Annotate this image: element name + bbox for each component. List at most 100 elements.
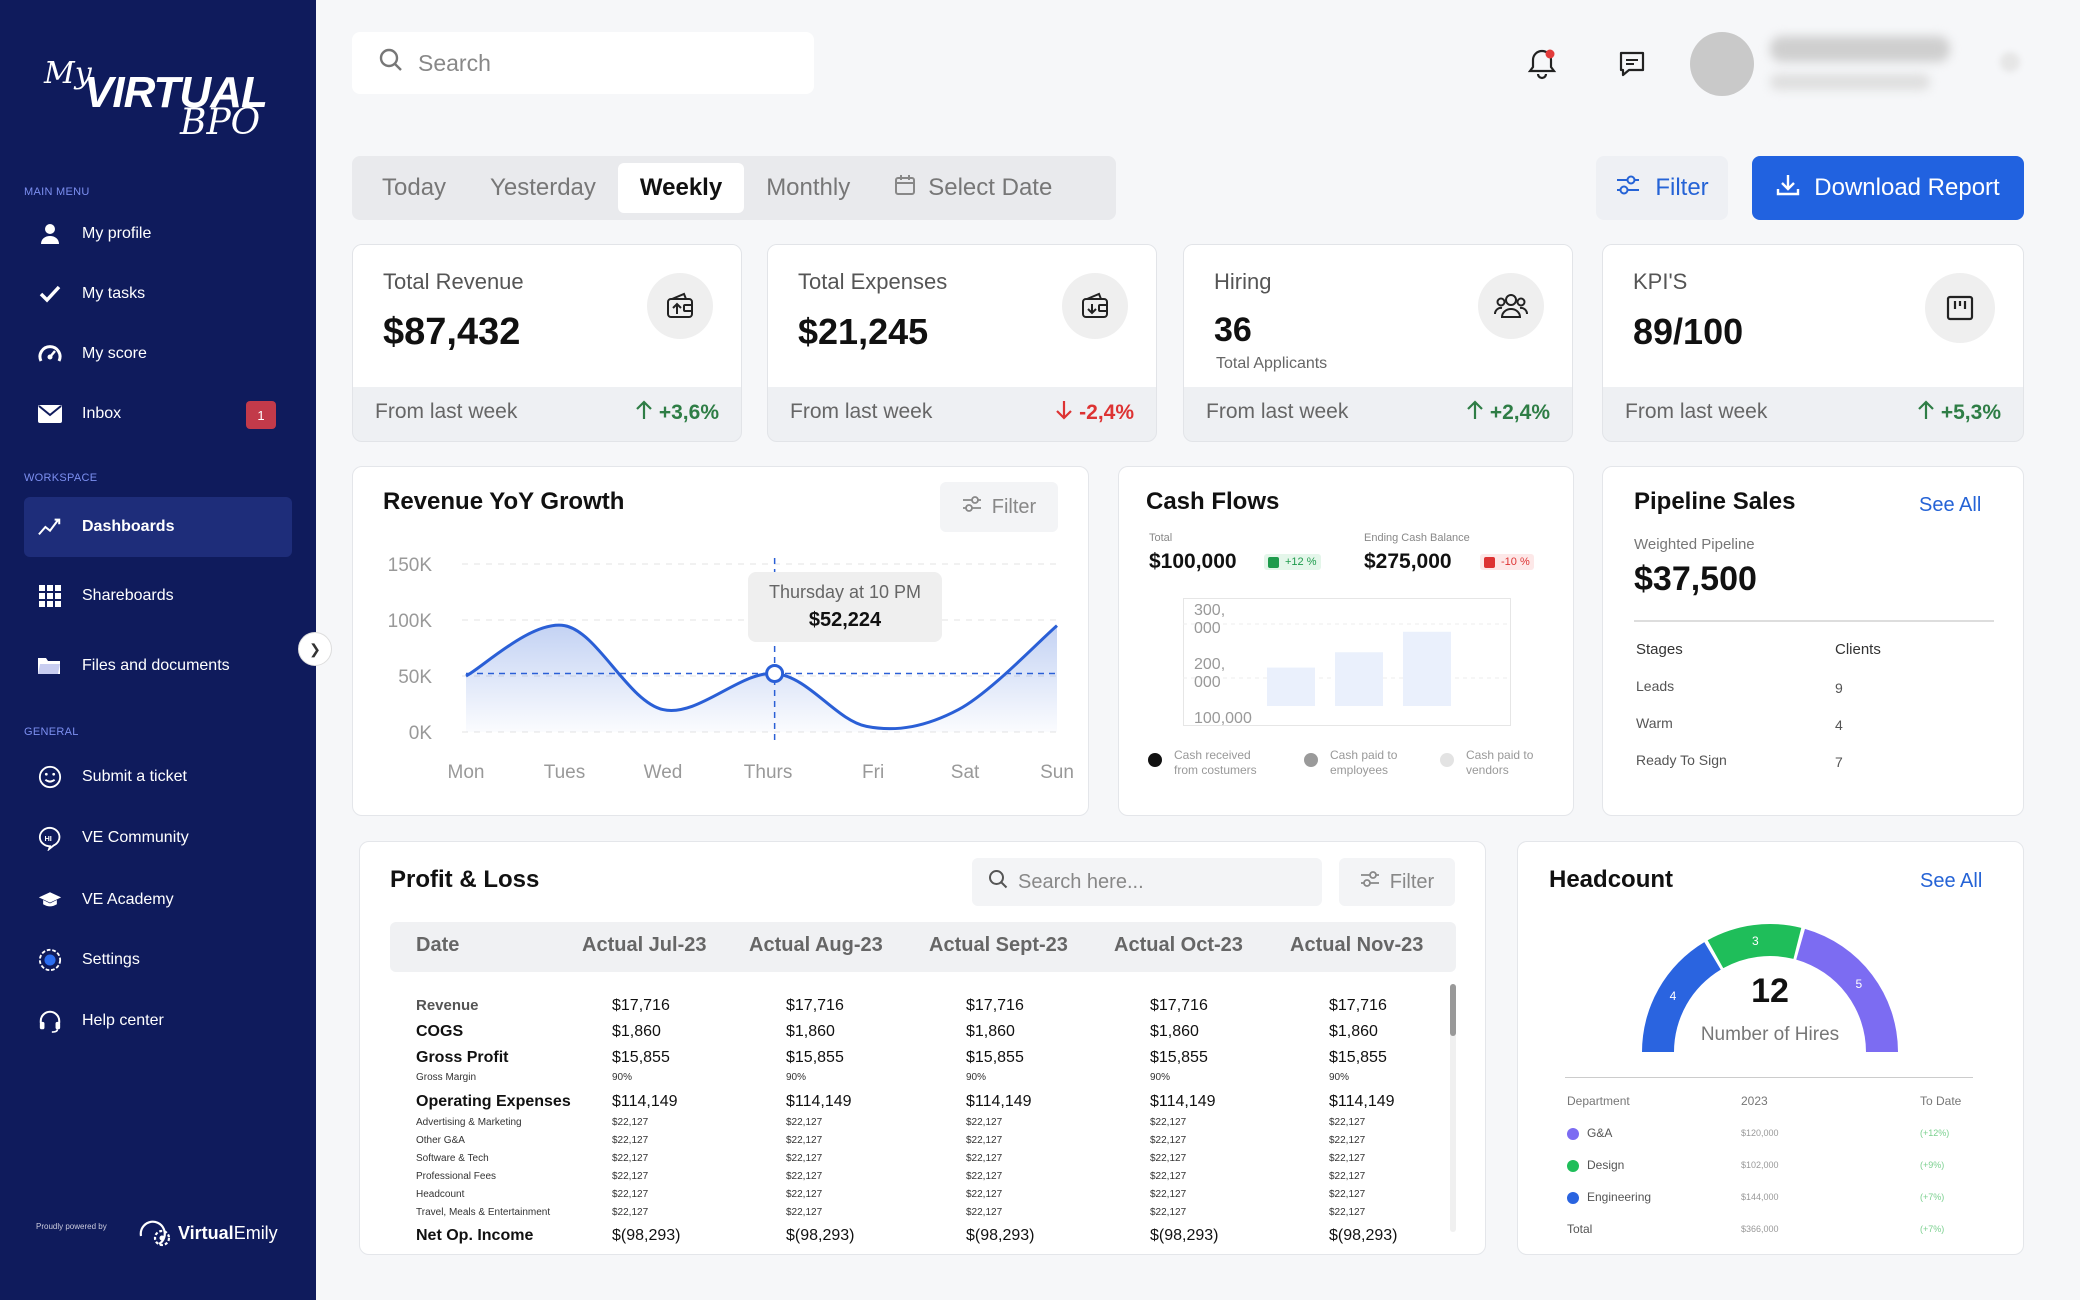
pl-scrollbar-track[interactable] (1450, 984, 1456, 1232)
sidebar-item-my-profile[interactable]: My profile (24, 206, 292, 262)
sidebar-item-ve-community[interactable]: HI VE Community (24, 810, 292, 866)
kpi-change-value: +2,4% (1489, 401, 1550, 424)
cell-value: $15,855 (786, 1049, 844, 1066)
department-2023: $102,000 (1741, 1160, 1779, 1170)
gauge-segment-label: 3 (1752, 934, 1759, 948)
sliders-icon (962, 495, 982, 519)
cashflow-bar[interactable] (1267, 667, 1315, 706)
cell-value: $(98,293) (612, 1227, 681, 1244)
pl-scrollbar-thumb[interactable] (1450, 984, 1456, 1036)
cell-value: 90% (786, 1072, 807, 1083)
headcount-gauge: 4 3 5 (1642, 924, 1898, 1052)
hc-col-2023: 2023 (1741, 1094, 1768, 1108)
kpi-card-total-expenses[interactable]: Total Expenses $21,245 From last week -2… (767, 244, 1157, 442)
kpi-card-hiring[interactable]: Hiring 36 Total Applicants From last wee… (1183, 244, 1573, 442)
cf-legend-item: Cash paid to employees (1304, 748, 1404, 778)
trend-icon (38, 515, 62, 539)
cashflow-bar[interactable] (1403, 631, 1451, 706)
select-date-label: Select Date (928, 174, 1053, 201)
chevron-right-icon: ❯ (309, 640, 321, 657)
table-row: Design $102,000 (+9%) (1567, 1158, 1987, 1178)
pipeline-see-all-link[interactable]: See All (1919, 494, 1982, 516)
legend-dot (1440, 753, 1454, 767)
sidebar-item-inbox[interactable]: Inbox 1 (24, 386, 292, 442)
row-label: Software & Tech (416, 1153, 489, 1164)
download-report-button[interactable]: Download Report (1752, 156, 2024, 220)
cell-value: $22,127 (612, 1153, 649, 1164)
tab-select-date[interactable]: Select Date (872, 163, 1074, 213)
row-label: COGS (416, 1023, 464, 1040)
kpi-change: -2,4% (1055, 400, 1134, 426)
th-sept: Actual Sept-23 (929, 934, 1068, 956)
kpi-change-value: -2,4% (1079, 401, 1134, 424)
chart-tooltip: Thursday at 10 PM $52,224 (748, 572, 942, 642)
sidebar-item-label: VE Academy (82, 891, 174, 908)
more-menu-icon[interactable] (2000, 52, 2020, 72)
sidebar-item-my-tasks[interactable]: My tasks (24, 266, 292, 322)
section-workspace: WORKSPACE (24, 472, 98, 484)
row-label: Advertising & Marketing (416, 1117, 522, 1128)
tab-yesterday[interactable]: Yesterday (490, 174, 596, 201)
sidebar-item-ve-academy[interactable]: VE Academy (24, 872, 292, 928)
tab-today[interactable]: Today (382, 174, 447, 201)
kpi-value: 36 (1214, 311, 1252, 349)
sidebar-item-label: Files and documents (82, 657, 230, 674)
tab-monthly[interactable]: Monthly (766, 174, 851, 201)
cashflow-bar[interactable] (1335, 652, 1383, 706)
tab-weekly[interactable]: Weekly (617, 163, 745, 213)
cell-value: $114,149 (1329, 1093, 1395, 1110)
cell-value: 90% (1329, 1072, 1350, 1083)
sidebar-item-settings[interactable]: Settings (24, 932, 292, 988)
legend-label: Cash paid to employees (1330, 748, 1398, 777)
cell-value: $22,127 (966, 1207, 1003, 1218)
stage-clients: 9 (1835, 680, 1843, 696)
x-tick-label: Sun (1040, 762, 1074, 783)
pl-filter-button[interactable]: Filter (1339, 858, 1455, 906)
gauge-segment[interactable] (1796, 928, 1898, 1052)
filter-button[interactable]: Filter (1596, 156, 1728, 220)
revenue-title: Revenue YoY Growth (383, 488, 625, 515)
tooltip-value: $52,224 (808, 609, 882, 631)
cell-value: $22,127 (786, 1189, 823, 1200)
sidebar-item-files-and-documents[interactable]: Files and documents (24, 638, 292, 694)
highlight-point[interactable] (765, 664, 785, 684)
cell-value: $1,860 (612, 1023, 661, 1040)
cell-value: $22,127 (786, 1117, 823, 1128)
revenue-filter-button[interactable]: Filter (940, 482, 1058, 532)
y-tick-label: 100K (388, 611, 433, 632)
kpi-card-total-revenue[interactable]: Total Revenue $87,432 From last week +3,… (352, 244, 742, 442)
row-label: Other G&A (416, 1135, 465, 1146)
user-role-blurred (1770, 74, 1930, 90)
avatar[interactable] (1690, 32, 1754, 96)
kpi-card-kpis[interactable]: KPI'S 89/100 From last week +5,3% (1602, 244, 2024, 442)
sidebar-item-help-center[interactable]: Help center (24, 993, 292, 1049)
pl-search-input[interactable]: Search here... (972, 858, 1322, 906)
arrow-up-icon (1466, 400, 1484, 426)
search-input[interactable]: Search (352, 32, 814, 94)
sidebar-item-shareboards[interactable]: Shareboards (24, 568, 292, 624)
cf-total-value: $100,000 (1149, 550, 1237, 573)
date-range-tabs: Today Yesterday Weekly Monthly Select Da… (352, 156, 1116, 220)
x-tick-label: Tues (544, 762, 586, 783)
cf-ending-change: -10 % (1501, 556, 1530, 568)
sidebar-item-submit-a-ticket[interactable]: Submit a ticket (24, 749, 292, 805)
down-square-icon (1484, 556, 1495, 568)
cell-value: $(98,293) (1150, 1227, 1219, 1244)
my-virtual-bpo-logo[interactable]: My VIRTUAL BPO (40, 48, 280, 148)
headcount-see-all-link[interactable]: See All (1920, 870, 1983, 892)
sidebar-item-dashboards[interactable]: Dashboards (24, 497, 292, 557)
sidebar-item-my-score[interactable]: My score (24, 326, 292, 382)
cf-total-label: Total (1149, 532, 1173, 544)
notification-bell-icon[interactable] (1522, 44, 1562, 84)
cell-value: $22,127 (966, 1189, 1003, 1200)
gauge-segment[interactable] (1707, 924, 1802, 969)
gauge-segment[interactable] (1642, 942, 1721, 1052)
cell-value: $22,127 (1329, 1153, 1366, 1164)
sidebar-collapse-toggle[interactable]: ❯ (298, 632, 332, 666)
messages-icon[interactable] (1612, 44, 1652, 84)
weighted-pipeline-value: $37,500 (1634, 560, 1757, 598)
cell-value: $15,855 (1329, 1049, 1387, 1066)
y-tick-label: 0K (409, 723, 433, 744)
pl-title: Profit & Loss (390, 866, 540, 893)
cell-value: $(98,293) (966, 1227, 1035, 1244)
